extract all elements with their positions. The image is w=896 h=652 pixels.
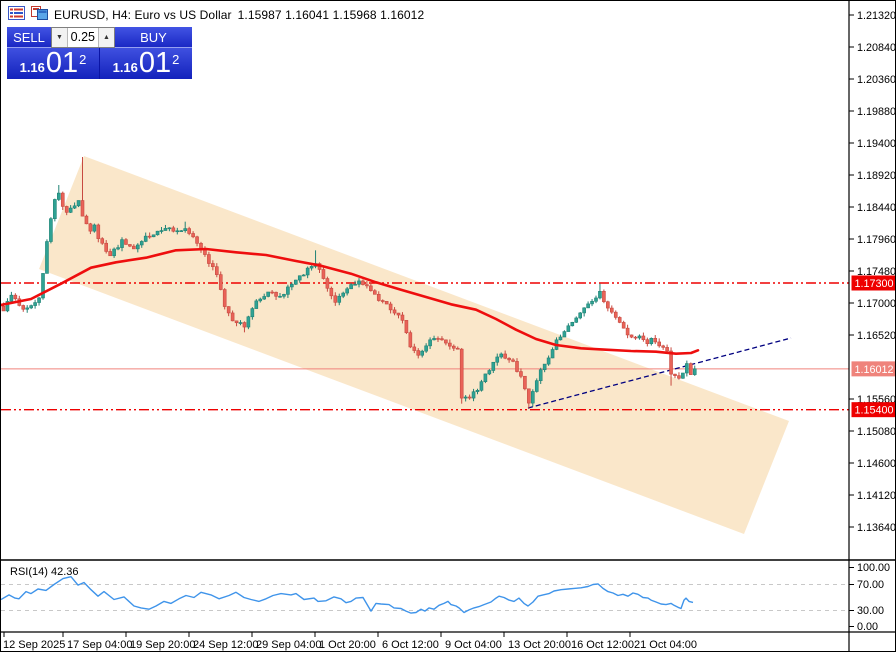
symbol-title: EURUSD, H4: Euro vs US Dollar <box>54 7 232 22</box>
one-click-trading-panel: SELL ▼ 0.25 ▲ BUY 1.16 01 2 1.16 01 2 <box>7 27 192 79</box>
horizontal-levels <box>1 282 849 411</box>
support-trendline <box>527 337 792 409</box>
buy-price-prefix: 1.16 <box>112 60 138 75</box>
svg-text:0.00: 0.00 <box>857 621 878 633</box>
svg-text:1.16012: 1.16012 <box>854 364 893 376</box>
sell-button[interactable]: SELL <box>7 27 51 48</box>
rsi-indicator-label: RSI(14) 42.36 <box>10 566 79 578</box>
one-click-price-row: 1.16 01 2 1.16 01 2 <box>7 48 192 79</box>
volume-increase-button[interactable]: ▲ <box>98 28 114 47</box>
svg-text:1.13640: 1.13640 <box>857 522 896 534</box>
svg-text:17 Sep 04:00: 17 Sep 04:00 <box>67 639 132 651</box>
svg-text:21 Oct 04:00: 21 Oct 04:00 <box>634 639 697 651</box>
buy-price-sup: 2 <box>172 52 180 67</box>
candlestick-layer <box>1 157 697 409</box>
one-click-top-row: SELL ▼ 0.25 ▲ BUY <box>7 27 192 48</box>
svg-text:1.18440: 1.18440 <box>857 202 896 214</box>
svg-text:1.17000: 1.17000 <box>857 298 896 310</box>
svg-text:1.20360: 1.20360 <box>857 74 896 86</box>
svg-text:12 Sep 2025: 12 Sep 2025 <box>3 639 65 651</box>
svg-text:1.17960: 1.17960 <box>857 234 896 246</box>
svg-text:1.15400: 1.15400 <box>854 405 893 417</box>
svg-text:19 Sep 20:00: 19 Sep 20:00 <box>130 639 195 651</box>
buy-button[interactable]: BUY <box>115 27 192 48</box>
buy-price-big: 01 <box>138 47 172 79</box>
symbol-header: EURUSD, H4: Euro vs US Dollar 1.15987 1.… <box>8 6 424 23</box>
svg-text:24 Sep 12:00: 24 Sep 12:00 <box>193 639 258 651</box>
svg-text:1.14600: 1.14600 <box>857 458 896 470</box>
svg-text:1 Oct 20:00: 1 Oct 20:00 <box>319 639 376 651</box>
svg-text:1.15080: 1.15080 <box>857 426 896 438</box>
sell-price-big: 01 <box>45 47 79 79</box>
svg-text:16 Oct 12:00: 16 Oct 12:00 <box>571 639 634 651</box>
rsi-axis: 100.00 70.00 30.00 0.00 <box>849 562 890 633</box>
moving-average-line <box>1 247 700 355</box>
volume-decrease-button[interactable]: ▼ <box>52 28 68 47</box>
svg-text:1.21320: 1.21320 <box>857 10 896 22</box>
chart-windows-icon <box>31 6 48 23</box>
svg-text:1.19880: 1.19880 <box>857 106 896 118</box>
sell-price-tile[interactable]: 1.16 01 2 <box>7 48 99 79</box>
rsi-pane <box>1 576 849 614</box>
svg-text:1.14120: 1.14120 <box>857 490 896 502</box>
svg-text:13 Oct 20:00: 13 Oct 20:00 <box>508 639 571 651</box>
svg-text:6 Oct 12:00: 6 Oct 12:00 <box>382 639 439 651</box>
svg-text:1.17300: 1.17300 <box>854 278 893 290</box>
svg-text:9 Oct 04:00: 9 Oct 04:00 <box>445 639 502 651</box>
sell-price-sup: 2 <box>79 52 87 67</box>
quotes-grid-icon <box>8 6 25 23</box>
buy-price-tile[interactable]: 1.16 01 2 <box>100 48 192 79</box>
svg-text:1.20840: 1.20840 <box>857 42 896 54</box>
svg-text:1.19400: 1.19400 <box>857 138 896 150</box>
symbol-ohlc-quote: 1.15987 1.16041 1.15968 1.16012 <box>237 7 425 22</box>
svg-text:1.17480: 1.17480 <box>857 266 896 278</box>
svg-text:1.16520: 1.16520 <box>857 330 896 342</box>
svg-text:1.18920: 1.18920 <box>857 170 896 182</box>
price-axis: 1.21320 1.20840 1.20360 1.19880 1.19400 1.189… <box>849 10 896 534</box>
sell-price-prefix: 1.16 <box>19 60 45 75</box>
volume-spinner: ▼ 0.25 ▲ <box>51 27 115 48</box>
svg-text:100.00: 100.00 <box>857 562 890 574</box>
svg-text:30.00: 30.00 <box>857 605 884 617</box>
svg-text:29 Sep 04:00: 29 Sep 04:00 <box>256 639 321 651</box>
volume-value[interactable]: 0.25 <box>70 30 95 44</box>
svg-text:70.00: 70.00 <box>857 579 884 591</box>
